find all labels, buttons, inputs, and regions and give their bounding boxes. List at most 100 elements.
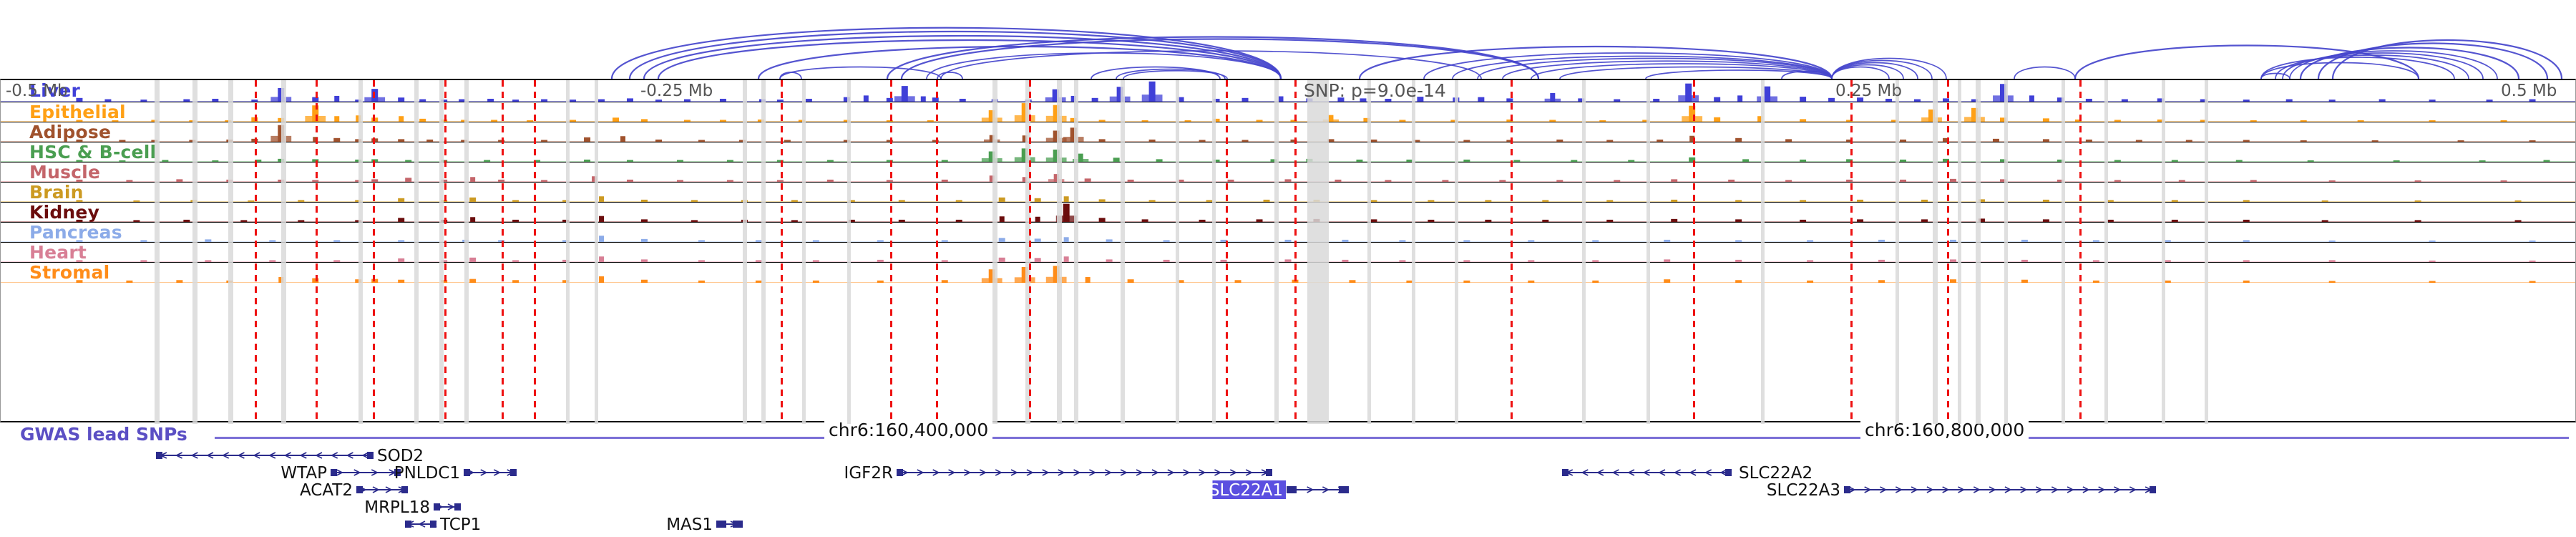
signal-peak bbox=[119, 140, 126, 142]
signal-peak bbox=[2500, 180, 2507, 182]
signal-peak bbox=[2074, 119, 2082, 122]
signal-peak bbox=[334, 95, 340, 102]
track-row[interactable]: Kidney bbox=[1, 203, 2575, 223]
signal-peak bbox=[1177, 179, 1184, 182]
exon-block bbox=[401, 486, 408, 493]
gene-model-MRPL18[interactable]: MRPL18 bbox=[364, 498, 461, 517]
loop-arc bbox=[779, 72, 802, 79]
track-row[interactable]: Adipose bbox=[1, 122, 2575, 142]
signal-peak bbox=[2429, 120, 2436, 122]
signal-peak bbox=[1163, 259, 1170, 262]
signal-peak bbox=[355, 100, 362, 102]
signal-peak bbox=[655, 139, 662, 142]
strand-arrow bbox=[1581, 469, 1589, 476]
track-row[interactable]: Brain bbox=[1, 183, 2575, 203]
signal-peak bbox=[1735, 259, 1742, 262]
track-row[interactable]: Liver bbox=[1, 80, 2575, 102]
signal-peak bbox=[441, 280, 448, 283]
signal-shoulder bbox=[1048, 179, 1065, 182]
exon-block bbox=[356, 486, 363, 493]
signal-shoulder bbox=[270, 135, 292, 142]
signal-peak bbox=[1450, 120, 1458, 122]
signal-peak bbox=[1413, 140, 1420, 142]
signal-peak bbox=[278, 87, 285, 102]
gene-model-PNLDC1[interactable]: PNLDC1 bbox=[394, 464, 517, 483]
track-signal-plot bbox=[1, 142, 2575, 162]
signal-peak bbox=[355, 200, 362, 202]
signal-peak bbox=[419, 118, 426, 122]
signal-peak bbox=[1098, 139, 1106, 142]
strand-arrow bbox=[221, 452, 230, 459]
signal-peak bbox=[205, 260, 212, 262]
signal-peak bbox=[1714, 117, 1721, 122]
strand-arrow bbox=[206, 452, 214, 459]
gene-model-SOD2[interactable]: SOD2 bbox=[156, 447, 424, 465]
track-row[interactable]: Pancreas bbox=[1, 223, 2575, 243]
signal-peak bbox=[941, 260, 948, 262]
signal-peak bbox=[225, 120, 232, 122]
strand-arrow bbox=[1183, 469, 1191, 476]
gene-model-ACAT2[interactable]: ACAT2 bbox=[300, 481, 408, 500]
strand-arrow bbox=[2082, 486, 2090, 493]
track-row[interactable]: Stromal bbox=[1, 263, 2575, 283]
gene-label: SLC22A1 bbox=[1209, 481, 1283, 500]
signal-peak bbox=[1800, 159, 1807, 162]
gene-label: PNLDC1 bbox=[394, 464, 460, 483]
strand-arrow bbox=[418, 521, 426, 528]
track-row[interactable]: Epithelial bbox=[1, 102, 2575, 122]
signal-peak bbox=[1063, 203, 1070, 222]
gene-model-IGF2R[interactable]: IGF2R bbox=[844, 464, 1272, 483]
signal-peak bbox=[2300, 120, 2307, 122]
tracks-container: Liver Epithelial Adipose HSC & B-cell Muscle… bbox=[1, 80, 2575, 283]
track-row[interactable]: Heart bbox=[1, 243, 2575, 263]
gene-model-WTAP[interactable]: WTAP bbox=[280, 464, 401, 483]
signal-peak bbox=[998, 197, 1005, 202]
exon-block bbox=[897, 469, 903, 476]
signal-peak bbox=[812, 280, 819, 283]
strand-arrow bbox=[1880, 486, 1888, 493]
signal-peak bbox=[738, 140, 746, 142]
strand-arrow bbox=[901, 469, 909, 476]
signal-peak bbox=[1528, 280, 1535, 283]
signal-peak bbox=[2300, 140, 2307, 142]
signal-peak bbox=[999, 216, 1005, 222]
signal-peak bbox=[1542, 200, 1549, 202]
strand-arrow bbox=[1719, 469, 1727, 476]
signal-peak bbox=[405, 160, 412, 162]
gene-model-SLC22A1[interactable]: SLC22A1 bbox=[1209, 480, 1349, 500]
loop-arc bbox=[657, 39, 1282, 79]
signal-peak bbox=[2021, 259, 2028, 262]
gene-label: MRPL18 bbox=[364, 498, 430, 517]
signal-peak bbox=[2414, 200, 2421, 202]
signal-shoulder bbox=[894, 96, 915, 102]
signal-peak bbox=[1949, 279, 1956, 283]
signal-peak bbox=[461, 140, 468, 142]
signal-shoulder bbox=[1322, 119, 1340, 122]
signal-peak bbox=[248, 200, 255, 202]
signal-peak bbox=[1406, 159, 1413, 162]
gene-model-SLC22A2[interactable]: SLC22A2 bbox=[1562, 464, 1813, 483]
track-row[interactable]: HSC & B-cell bbox=[1, 142, 2575, 163]
signal-peak bbox=[691, 200, 698, 202]
signal-peak bbox=[1556, 139, 1563, 142]
signal-peak bbox=[726, 180, 733, 182]
signal-peak bbox=[848, 219, 855, 222]
signal-peak bbox=[269, 260, 276, 262]
signal-peak bbox=[1846, 179, 1853, 182]
gene-model-SLC22A3[interactable]: SLC22A3 bbox=[1767, 481, 2156, 500]
signal-peak bbox=[541, 180, 548, 182]
signal-shoulder bbox=[1678, 95, 1699, 102]
track-label-kidney: Kidney bbox=[29, 203, 100, 223]
track-row[interactable]: Muscle bbox=[1, 163, 2575, 183]
signal-peak bbox=[398, 198, 405, 202]
gene-model-TCP1[interactable]: TCP1 bbox=[405, 516, 481, 534]
loop-arc bbox=[900, 38, 1540, 79]
signal-peak bbox=[2307, 160, 2314, 162]
gene-model-MAS1[interactable]: MAS1 bbox=[666, 516, 743, 534]
signal-peak bbox=[1506, 98, 1513, 102]
signal-peak bbox=[886, 97, 893, 102]
signal-peak bbox=[1213, 118, 1220, 122]
signal-peak bbox=[1857, 97, 1864, 102]
signal-peak bbox=[1463, 240, 1470, 242]
track-label-epithelial: Epithelial bbox=[29, 102, 126, 122]
